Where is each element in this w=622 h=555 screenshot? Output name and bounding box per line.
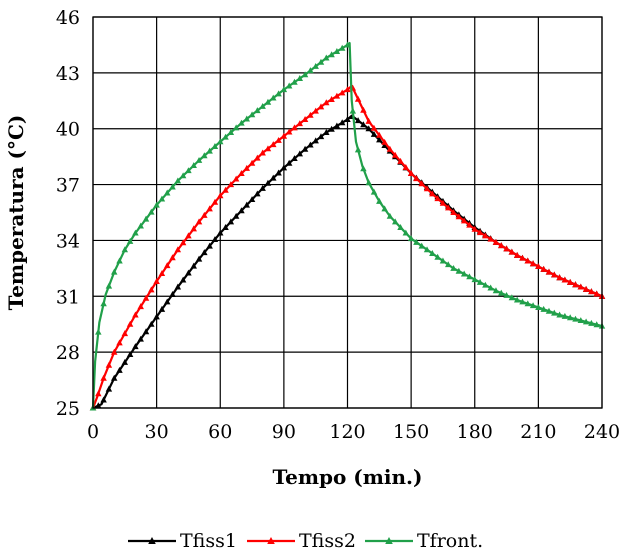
data-point	[365, 179, 371, 185]
y-tick-label: 46	[56, 7, 80, 29]
grid	[93, 17, 602, 408]
legend: Tfiss1 Tfiss2 Tfront.	[128, 530, 483, 552]
data-point	[106, 362, 112, 368]
legend-item: Tfiss1	[128, 530, 237, 552]
x-tick-label: 60	[208, 421, 232, 443]
data-point	[355, 146, 361, 152]
x-tick-label: 180	[457, 421, 493, 443]
data-point	[360, 165, 366, 171]
legend-label: Tfront.	[417, 530, 483, 552]
y-tick-label: 28	[56, 342, 80, 364]
y-axis-title: Temperatura (°C)	[4, 115, 28, 311]
data-point	[95, 329, 101, 335]
x-tick-label: 150	[393, 421, 429, 443]
legend-item: Tfront.	[365, 530, 483, 552]
y-tick-label: 34	[56, 230, 80, 252]
y-tick-label: 43	[56, 63, 80, 85]
x-axis-title: Tempo (min.)	[273, 465, 423, 489]
legend-item: Tfiss2	[247, 530, 356, 552]
y-tick-label: 25	[56, 398, 80, 420]
x-tick-label: 30	[145, 421, 169, 443]
data-point	[100, 375, 106, 381]
x-tick-label: 0	[87, 421, 99, 443]
x-tick-label: 90	[272, 421, 296, 443]
x-tick-label: 210	[520, 421, 556, 443]
data-point	[95, 390, 101, 396]
x-tick-label: 240	[584, 421, 620, 443]
y-tick-labels: 25 28 31 34 37 40 43 46	[56, 7, 80, 420]
x-tick-label: 120	[329, 421, 365, 443]
y-tick-label: 31	[56, 286, 80, 308]
legend-label: Tfiss2	[299, 530, 356, 552]
data-point	[350, 108, 356, 114]
legend-label: Tfiss1	[180, 530, 237, 552]
data-point	[100, 300, 106, 306]
data-point	[106, 283, 112, 289]
x-tick-labels: 0 30 60 90 120 150 180 210 240	[87, 421, 620, 443]
y-tick-label: 40	[56, 119, 80, 141]
y-tick-label: 37	[56, 175, 80, 197]
